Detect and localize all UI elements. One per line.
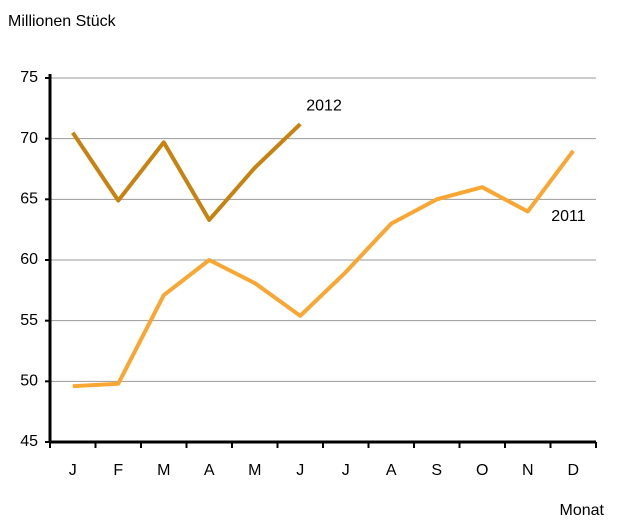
x-tick-label: D	[567, 462, 579, 479]
x-tick-label: M	[157, 462, 170, 479]
y-tick-label: 45	[20, 433, 38, 450]
x-tick-label: F	[113, 462, 123, 479]
series-label: 2011	[551, 208, 586, 225]
x-tick-label: J	[69, 462, 77, 479]
y-tick-label: 60	[20, 251, 38, 268]
x-axis-label: Monat	[560, 502, 605, 519]
y-tick-label: 70	[20, 130, 38, 147]
series-line	[72, 149, 575, 389]
x-tick-label: J	[296, 462, 304, 479]
series-line	[71, 122, 302, 222]
y-tick-label: 65	[20, 191, 38, 208]
series-label: 2012	[306, 97, 342, 114]
x-tick-label: A	[386, 462, 397, 479]
y-tick-label: 55	[20, 312, 38, 329]
x-tick-label: M	[248, 462, 261, 479]
y-axis-label: Millionen Stück	[8, 13, 117, 30]
x-tick-label: J	[342, 462, 350, 479]
x-tick-label: S	[431, 462, 442, 479]
y-tick-label: 50	[20, 373, 38, 390]
x-tick-label: N	[522, 462, 534, 479]
y-tick-label: 75	[20, 69, 38, 86]
x-tick-label: O	[476, 462, 488, 479]
x-tick-label: A	[204, 462, 215, 479]
